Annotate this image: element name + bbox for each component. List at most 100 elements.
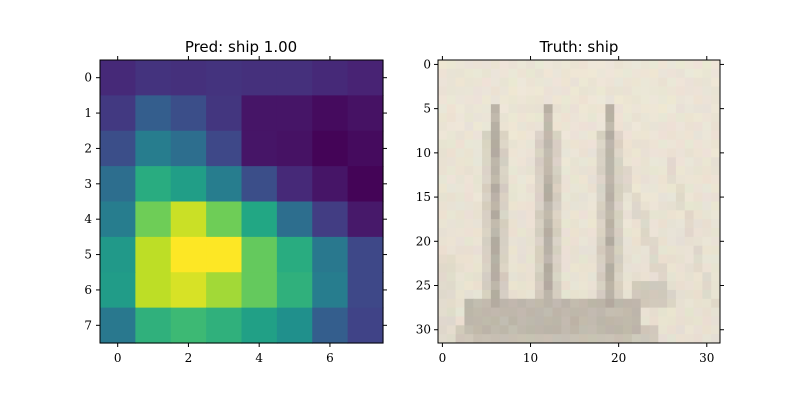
image-pixel: [649, 192, 659, 202]
image-pixel: [579, 77, 589, 88]
image-pixel: [587, 254, 598, 264]
image-pixel: [631, 86, 642, 96]
image-pixel: [640, 104, 650, 114]
image-pixel: [561, 236, 571, 247]
y-tick-label: 20: [416, 234, 431, 248]
image-pixel: [675, 307, 686, 317]
image-pixel: [667, 86, 677, 96]
image-pixel: [499, 157, 509, 167]
image-pixel: [640, 183, 650, 194]
image-pixel: [534, 95, 545, 105]
x-tick-label: 4: [255, 351, 263, 365]
image-pixel: [464, 245, 474, 256]
image-pixel: [675, 245, 686, 256]
image-pixel: [561, 263, 571, 273]
image-pixel: [693, 60, 703, 70]
image-pixel: [490, 263, 501, 273]
image-pixel: [446, 157, 457, 167]
image-pixel: [667, 201, 677, 211]
image-pixel: [499, 210, 509, 220]
image-pixel: [526, 60, 536, 70]
heatmap-cell: [241, 166, 278, 203]
image-pixel: [667, 157, 677, 167]
image-pixel: [446, 77, 457, 88]
image-pixel: [473, 77, 483, 88]
image-pixel: [446, 121, 457, 132]
image-pixel: [473, 60, 483, 70]
image-pixel: [684, 139, 695, 149]
image-pixel: [482, 228, 492, 238]
image-pixel: [561, 281, 571, 291]
image-pixel: [543, 130, 554, 141]
image-pixel: [455, 121, 465, 132]
heatmap-cell: [100, 95, 136, 132]
image-pixel: [684, 263, 695, 273]
image-pixel: [596, 121, 606, 132]
image-pixel: [508, 148, 518, 158]
image-pixel: [605, 113, 615, 123]
image-pixel: [552, 104, 562, 114]
image-pixel: [446, 183, 457, 194]
image-pixel: [543, 86, 554, 96]
image-pixel: [446, 325, 457, 335]
truth-ship-image: [438, 60, 721, 344]
image-pixel: [702, 130, 712, 141]
image-pixel: [640, 281, 650, 291]
image-pixel: [543, 254, 554, 264]
heatmap-cell: [135, 166, 172, 203]
image-pixel: [675, 254, 686, 264]
image-pixel: [517, 148, 527, 158]
image-pixel: [490, 272, 501, 282]
image-pixel: [482, 77, 492, 88]
image-pixel: [596, 254, 606, 264]
image-pixel: [675, 316, 686, 326]
image-pixel: [490, 316, 501, 326]
image-pixel: [596, 60, 606, 70]
image-pixel: [579, 307, 589, 317]
image-pixel: [543, 298, 554, 309]
heatmap-cell: [312, 166, 349, 203]
image-pixel: [570, 263, 580, 273]
image-pixel: [649, 130, 659, 141]
image-pixel: [438, 201, 448, 211]
image-pixel: [614, 157, 624, 167]
image-pixel: [499, 272, 509, 282]
image-pixel: [631, 298, 642, 309]
heatmap-cell: [276, 272, 313, 309]
x-tick-label: 0: [114, 351, 122, 365]
image-pixel: [596, 334, 606, 344]
image-pixel: [623, 166, 633, 176]
image-pixel: [526, 289, 536, 300]
image-pixel: [508, 77, 518, 88]
image-pixel: [623, 95, 633, 105]
image-pixel: [711, 60, 721, 70]
image-pixel: [552, 130, 562, 141]
image-pixel: [631, 121, 642, 132]
image-pixel: [631, 60, 642, 70]
image-pixel: [482, 68, 492, 79]
image-pixel: [534, 334, 545, 344]
image-pixel: [596, 219, 606, 229]
image-pixel: [464, 183, 474, 194]
image-pixel: [464, 148, 474, 158]
image-pixel: [658, 210, 668, 220]
image-pixel: [684, 325, 695, 335]
heatmap-cell: [241, 60, 278, 96]
image-pixel: [543, 201, 554, 211]
image-pixel: [675, 334, 686, 344]
image-pixel: [552, 113, 562, 123]
image-pixel: [543, 281, 554, 291]
image-pixel: [587, 201, 598, 211]
image-pixel: [605, 228, 615, 238]
image-pixel: [517, 228, 527, 238]
image-pixel: [526, 228, 536, 238]
image-pixel: [614, 121, 624, 132]
prediction-heatmap-cells: [100, 60, 384, 344]
image-pixel: [482, 174, 492, 185]
image-pixel: [499, 192, 509, 202]
heatmap-cell: [206, 307, 243, 344]
image-pixel: [675, 298, 686, 309]
image-pixel: [438, 289, 448, 300]
image-pixel: [658, 95, 668, 105]
image-pixel: [508, 325, 518, 335]
